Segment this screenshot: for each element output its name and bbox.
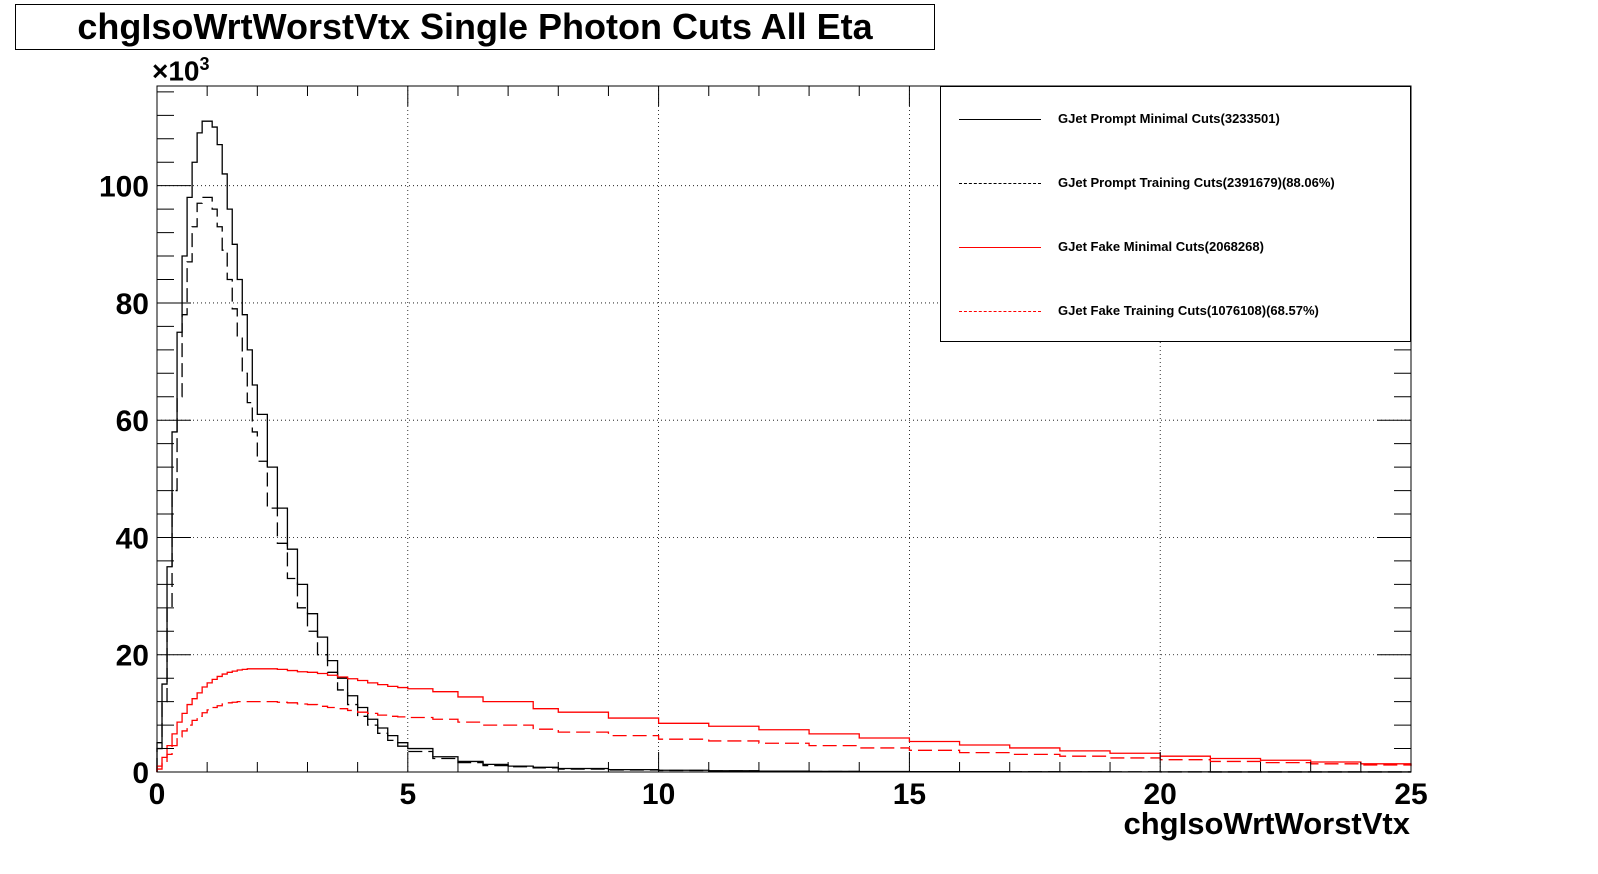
series-line-2 bbox=[156, 668, 1412, 772]
y-tick-label: 80 bbox=[116, 288, 149, 321]
x-tick-label: 5 bbox=[399, 778, 416, 811]
x-tick-label: 0 bbox=[149, 778, 166, 811]
legend: GJet Prompt Minimal Cuts(3233501) GJet P… bbox=[940, 86, 1411, 342]
legend-label-fake-minimal: GJet Fake Minimal Cuts(2068268) bbox=[1058, 239, 1264, 254]
legend-swatch-prompt-minimal bbox=[959, 119, 1041, 120]
legend-label-prompt-training: GJet Prompt Training Cuts(2391679)(88.06… bbox=[1058, 175, 1335, 190]
legend-entry: GJet Prompt Training Cuts(2391679)(88.06… bbox=[941, 169, 1410, 199]
legend-label-fake-training: GJet Fake Training Cuts(1076108)(68.57%) bbox=[1058, 303, 1319, 318]
x-tick-label: 20 bbox=[1144, 778, 1177, 811]
chart-title: chgIsoWrtWorstVtx Single Photon Cuts All… bbox=[15, 4, 935, 50]
y-tick-label: 60 bbox=[116, 405, 149, 438]
y-tick-label: 100 bbox=[99, 171, 149, 204]
y-axis-multiplier: ×103 bbox=[152, 54, 210, 87]
legend-swatch-fake-training bbox=[959, 311, 1041, 312]
plot-frame bbox=[156, 85, 1412, 773]
legend-swatch-prompt-training bbox=[959, 183, 1041, 184]
y-multiplier-base: ×10 bbox=[152, 55, 200, 87]
x-tick-label: 15 bbox=[893, 778, 926, 811]
legend-label-prompt-minimal: GJet Prompt Minimal Cuts(3233501) bbox=[1058, 111, 1280, 126]
x-tick-label: 10 bbox=[642, 778, 675, 811]
x-axis-label: chgIsoWrtWorstVtx bbox=[1123, 806, 1411, 841]
legend-entry: GJet Prompt Minimal Cuts(3233501) bbox=[941, 105, 1410, 135]
legend-entry: GJet Fake Minimal Cuts(2068268) bbox=[941, 233, 1410, 263]
y-tick-label: 20 bbox=[116, 640, 149, 673]
y-multiplier-exponent: 3 bbox=[199, 54, 210, 74]
series-line-3 bbox=[156, 700, 1412, 772]
x-tick-label: 25 bbox=[1394, 778, 1427, 811]
x-axis: 0 5 10 15 20 25 bbox=[149, 86, 1428, 811]
y-tick-label: 0 bbox=[132, 757, 149, 790]
legend-swatch-fake-minimal bbox=[959, 247, 1041, 248]
y-tick-label: 40 bbox=[116, 522, 149, 555]
legend-entry: GJet Fake Training Cuts(1076108)(68.57%) bbox=[941, 297, 1410, 327]
